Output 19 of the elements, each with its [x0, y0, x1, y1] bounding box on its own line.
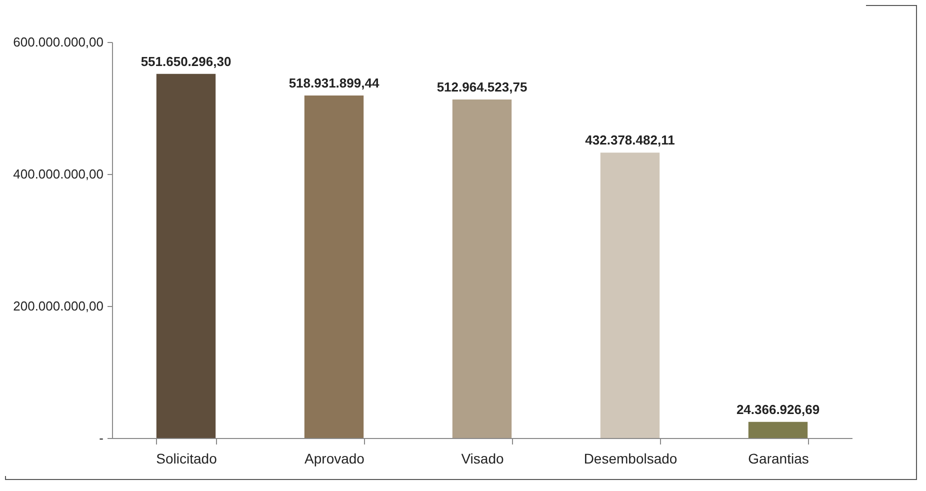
data-label: 24.366.926,69 [736, 402, 820, 417]
data-label: 551.650.296,30 [140, 54, 232, 69]
bar [156, 74, 216, 438]
y-tick-label: 600.000.000,00 [13, 34, 104, 50]
x-tick-label: Solicitado [156, 450, 218, 466]
data-label: 432.378.482,11 [585, 132, 675, 148]
x-tick-label: Garantias [748, 450, 809, 466]
bar [748, 422, 808, 438]
data-label: 518.931.899,44 [288, 76, 380, 91]
data-label: 512.964.523,75 [436, 79, 528, 94]
x-tick-label: Visado [461, 450, 504, 466]
y-tick-label: 400.000.000,00 [13, 166, 104, 182]
bar [452, 99, 512, 438]
bar [600, 152, 660, 438]
x-tick-label: Desembolsado [584, 450, 678, 466]
y-tick-label: - [99, 430, 104, 446]
x-tick-label: Aprovado [304, 450, 365, 466]
y-tick-label: 200.000.000,00 [13, 298, 104, 314]
bar [304, 96, 364, 438]
